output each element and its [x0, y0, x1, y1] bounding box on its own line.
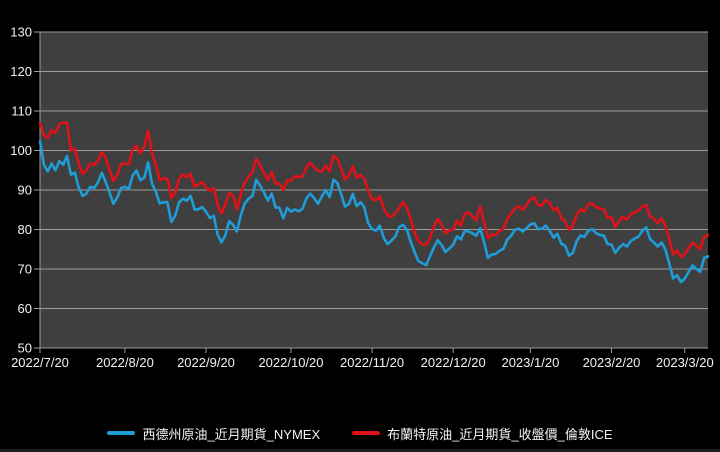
y-axis-tick-label: 130: [10, 25, 32, 40]
legend-label-wti: 西德州原油_近月期貨_NYMEX: [142, 426, 321, 442]
legend-item-wti: 西德州原油_近月期貨_NYMEX: [107, 424, 320, 443]
chart-legend: 西德州原油_近月期貨_NYMEX 布蘭特原油_近月期貨_收盤價_倫敦ICE: [0, 424, 720, 442]
wti-line-sample-icon: [107, 431, 136, 435]
x-axis-tick-label: 2022/10/20: [258, 355, 323, 370]
brent-series-line: [38, 121, 710, 259]
x-axis-tick-label: 2022/12/20: [421, 355, 486, 370]
legend-item-brent: 布蘭特原油_近月期貨_收盤價_倫敦ICE: [352, 424, 613, 443]
brent-line-sample-icon: [352, 431, 381, 435]
y-axis-tick-label: 80: [18, 222, 32, 237]
y-axis-tick-label: 120: [10, 64, 32, 79]
x-axis-tick-label: 2023/2/20: [583, 355, 641, 370]
y-axis-tick-label: 50: [18, 341, 32, 356]
x-axis-tick-label: 2022/11/20: [340, 355, 404, 370]
x-axis-tick-label: 2022/8/20: [96, 355, 154, 370]
y-axis-tick-label: 70: [18, 262, 32, 277]
y-axis-tick-label: 110: [11, 104, 32, 119]
y-axis-tick-label: 100: [10, 143, 32, 158]
y-axis-tick-label: 60: [18, 301, 32, 316]
x-axis-tick-label: 2023/3/20: [656, 355, 714, 370]
y-axis-tick-label: 90: [18, 183, 32, 198]
window-bottom-edge: [0, 449, 720, 452]
legend-label-brent: 布蘭特原油_近月期貨_收盤價_倫敦ICE: [387, 426, 613, 442]
x-axis-tick-label: 2023/1/20: [501, 355, 559, 370]
x-axis-tick-label: 2022/9/20: [177, 355, 235, 370]
wti-series-line: [38, 140, 710, 284]
x-axis-tick-label: 2022/7/20: [11, 355, 69, 370]
